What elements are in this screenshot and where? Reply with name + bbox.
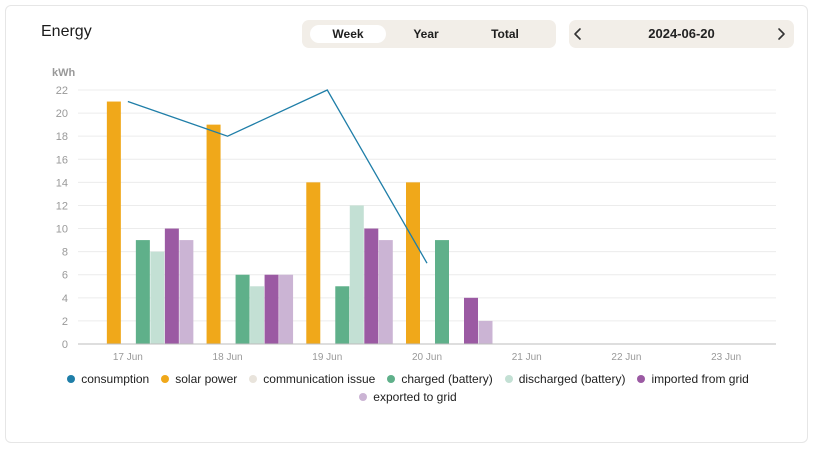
legend-item[interactable]: solar power	[161, 371, 237, 387]
legend-swatch	[67, 375, 76, 383]
legend-label: imported from grid	[651, 372, 749, 386]
card-title: Energy	[41, 23, 92, 40]
tab-week[interactable]: Week	[310, 25, 386, 43]
chart-legend: consumption solar power communication issu…	[38, 371, 778, 405]
legend-swatch	[161, 375, 170, 383]
tab-total[interactable]: Total	[491, 27, 519, 41]
date-navigator: 2024-06-20	[569, 20, 794, 48]
legend-swatch	[504, 375, 513, 383]
chevron-right-icon[interactable]	[772, 20, 790, 48]
legend-swatch	[359, 393, 368, 401]
chevron-left-icon[interactable]	[569, 20, 587, 48]
legend-item[interactable]: consumption	[67, 371, 149, 387]
selected-date[interactable]: 2024-06-20	[648, 26, 715, 41]
legend-item[interactable]: exported to grid	[359, 389, 457, 405]
legend-item[interactable]: communication issue	[249, 371, 375, 387]
legend-swatch	[249, 375, 258, 383]
period-selector: Week Year Total	[302, 20, 556, 48]
legend-swatch	[387, 375, 396, 383]
tab-year[interactable]: Year	[413, 27, 439, 41]
legend-swatch	[637, 375, 646, 383]
legend-label: discharged (battery)	[518, 372, 626, 386]
legend-label: exported to grid	[373, 390, 457, 404]
legend-label: solar power	[175, 372, 238, 386]
legend-label: charged (battery)	[401, 372, 493, 386]
legend-item[interactable]: discharged (battery)	[504, 371, 626, 387]
legend-item[interactable]: charged (battery)	[387, 371, 493, 387]
legend-label: communication issue	[263, 372, 376, 386]
legend-item[interactable]: imported from grid	[637, 371, 749, 387]
legend-label: consumption	[81, 372, 150, 386]
